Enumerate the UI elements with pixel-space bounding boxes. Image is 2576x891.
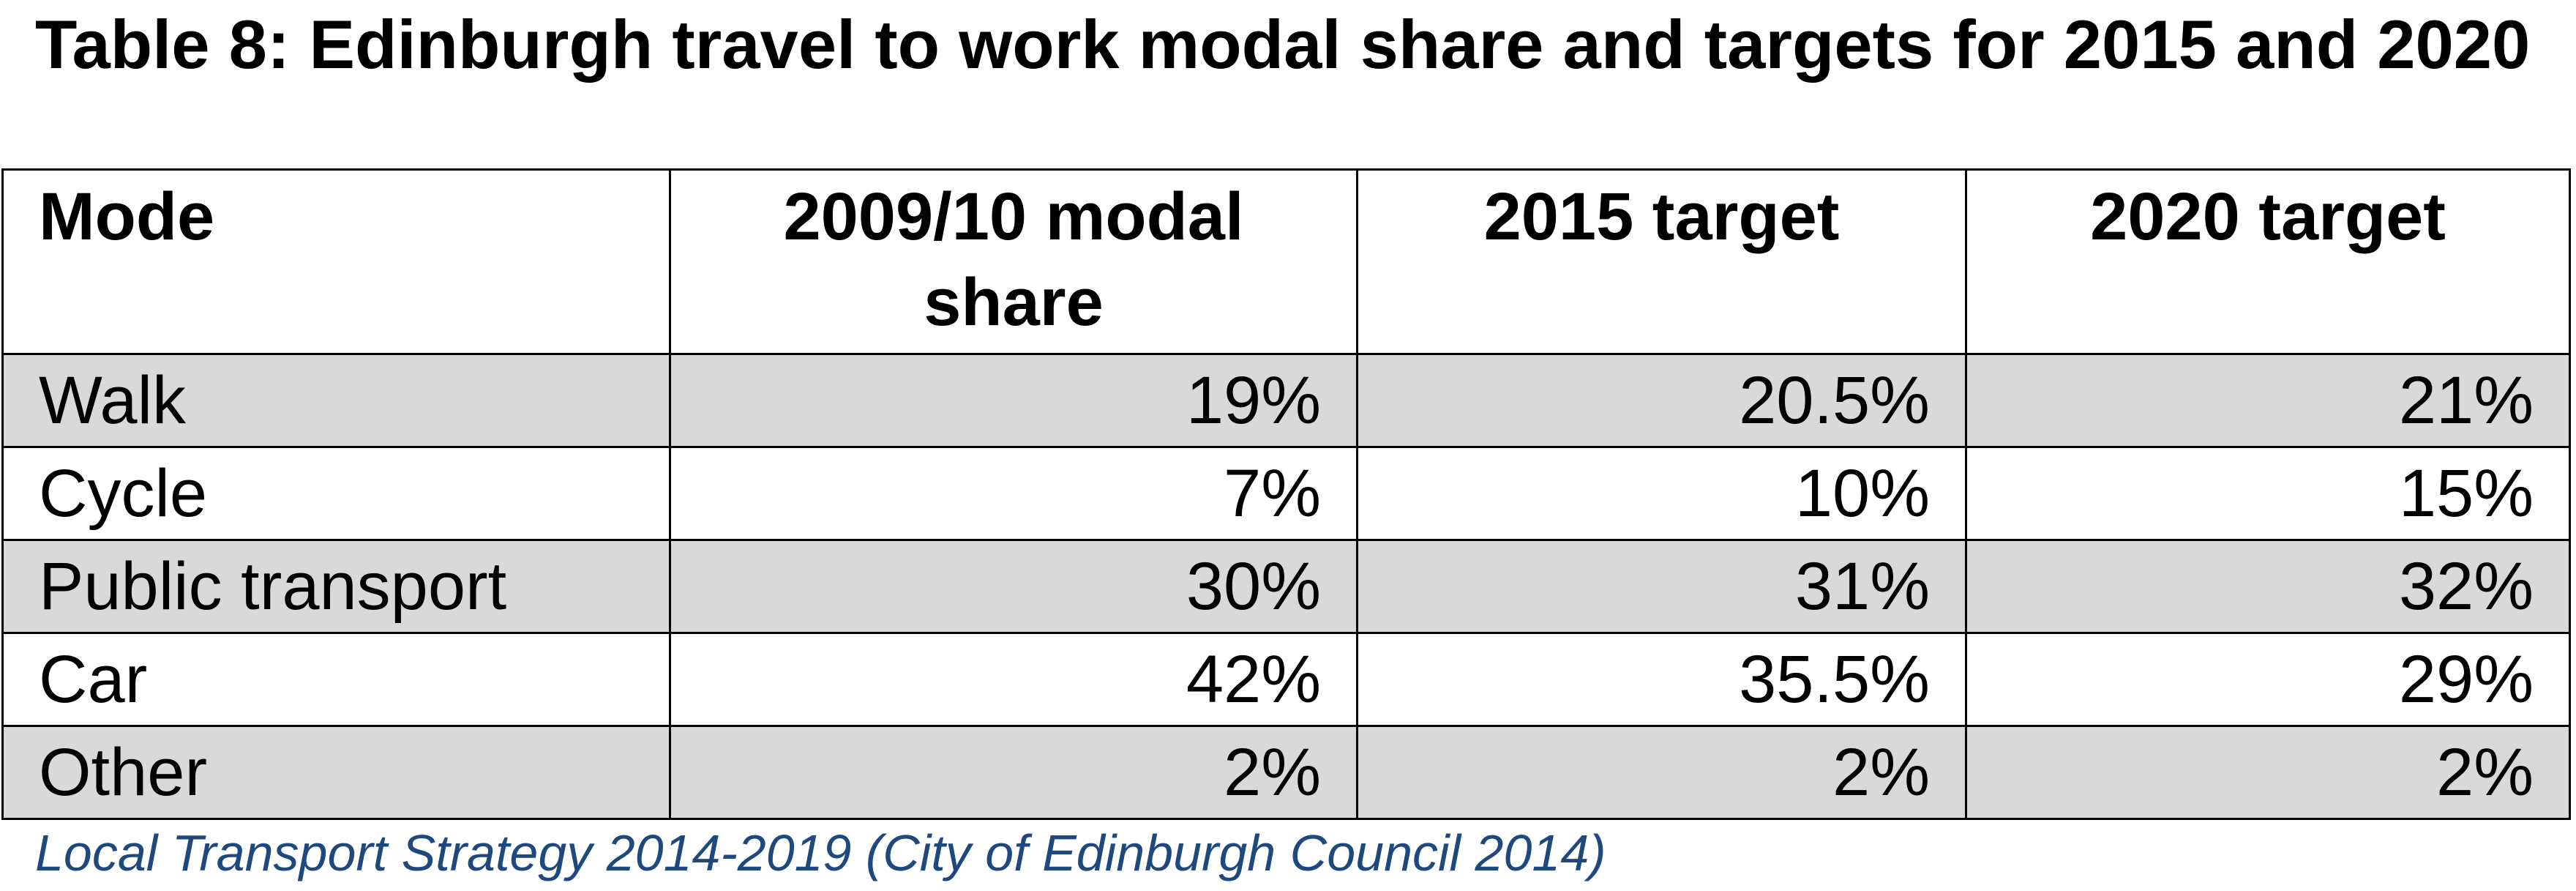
target-2015-cell: 20.5%	[1356, 353, 1967, 448]
mode-cell: Cycle	[1, 446, 671, 541]
table-row-walk: Walk 19% 20.5% 21%	[1, 353, 2571, 448]
share-2009-10-cell: 30%	[669, 539, 1358, 634]
target-2020-cell: 32%	[1965, 539, 2571, 634]
target-2020-cell: 15%	[1965, 446, 2571, 541]
header-mode: Mode	[1, 168, 671, 355]
mode-cell: Car	[1, 632, 671, 727]
header-2009-10-modal-share: 2009/10 modal share	[669, 168, 1358, 355]
share-2009-10-cell: 42%	[669, 632, 1358, 727]
target-2020-cell: 29%	[1965, 632, 2571, 727]
table-row-car: Car 42% 35.5% 29%	[1, 632, 2571, 727]
table-header-row: Mode 2009/10 modal share 2015 target 202…	[1, 168, 2571, 355]
modal-share-table: Mode 2009/10 modal share 2015 target 202…	[1, 168, 2571, 820]
target-2015-cell: 31%	[1356, 539, 1967, 634]
source-citation: Local Transport Strategy 2014-2019 (City…	[35, 824, 1606, 881]
header-2015-target: 2015 target	[1356, 168, 1967, 355]
mode-cell: Other	[1, 725, 671, 820]
target-2015-cell: 10%	[1356, 446, 1967, 541]
target-2020-cell: 2%	[1965, 725, 2571, 820]
share-2009-10-cell: 19%	[669, 353, 1358, 448]
table-row-cycle: Cycle 7% 10% 15%	[1, 446, 2571, 541]
target-2015-cell: 35.5%	[1356, 632, 1967, 727]
share-2009-10-cell: 7%	[669, 446, 1358, 541]
target-2020-cell: 21%	[1965, 353, 2571, 448]
share-2009-10-cell: 2%	[669, 725, 1358, 820]
header-2020-target: 2020 target	[1965, 168, 2571, 355]
table-row-public-transport: Public transport 30% 31% 32%	[1, 539, 2571, 634]
mode-cell: Walk	[1, 353, 671, 448]
target-2015-cell: 2%	[1356, 725, 1967, 820]
mode-cell: Public transport	[1, 539, 671, 634]
table-row-other: Other 2% 2% 2%	[1, 725, 2571, 820]
table-title: Table 8: Edinburgh travel to work modal …	[35, 6, 2531, 83]
